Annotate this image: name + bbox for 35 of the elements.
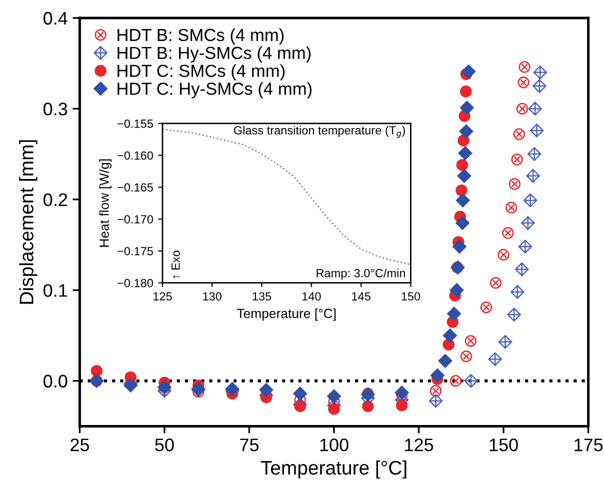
legend-label: HDT C: Hy-SMCs (4 mm) bbox=[118, 82, 312, 98]
x-axis-title: Temperature [°C] bbox=[236, 308, 336, 321]
y-axis-title: Heat flow [W/g] bbox=[99, 159, 112, 247]
x-tick-label: 150 bbox=[490, 438, 518, 452]
x-tick-label: 100 bbox=[320, 438, 348, 452]
x-tick-label: 175 bbox=[574, 438, 603, 452]
x-tick-label: 135 bbox=[252, 292, 272, 301]
x-tick-label: 125 bbox=[154, 292, 172, 301]
x-axis-title: Temperature [°C] bbox=[260, 460, 406, 479]
y-tick-label: 0.3 bbox=[44, 102, 68, 116]
y-tick-label: −0.175 bbox=[118, 247, 153, 256]
x-tick-label: 75 bbox=[240, 438, 259, 452]
y-tick-label: −0.170 bbox=[118, 215, 153, 224]
x-tick-label: 125 bbox=[405, 438, 434, 452]
y-tick-label: 0.0 bbox=[44, 374, 68, 388]
x-tick-label: 145 bbox=[352, 292, 370, 301]
legend-label: HDT B: SMCs (4 mm) bbox=[118, 28, 284, 45]
x-tick-label: 140 bbox=[302, 292, 321, 301]
x-tick-label: 50 bbox=[155, 438, 174, 452]
y-tick-label: 0.1 bbox=[44, 284, 68, 297]
legend-label: HDT C: SMCs (4 mm) bbox=[118, 64, 285, 80]
annotation: Ramp: 3.0°C/min bbox=[316, 268, 405, 280]
x-tick-label: 150 bbox=[402, 292, 420, 301]
y-tick-label: 0.2 bbox=[44, 193, 68, 206]
legend-label: HDT B: Hy-SMCs (4 mm) bbox=[118, 46, 311, 62]
y-axis-title: Displacement [mm] bbox=[19, 140, 38, 304]
y-tick-label: −0.160 bbox=[118, 151, 153, 160]
y-tick-label: −0.165 bbox=[118, 183, 153, 192]
x-tick-label: 130 bbox=[203, 292, 222, 301]
y-tick-label: −0.180 bbox=[118, 278, 153, 288]
y-tick-label: 0.4 bbox=[44, 12, 68, 25]
x-tick-label: 25 bbox=[70, 438, 90, 452]
y-tick-label: −0.155 bbox=[118, 119, 153, 128]
annotation: ↑ Exo bbox=[172, 250, 180, 278]
annotation: Glass transition temperature (T$_{g}$) bbox=[234, 126, 405, 138]
